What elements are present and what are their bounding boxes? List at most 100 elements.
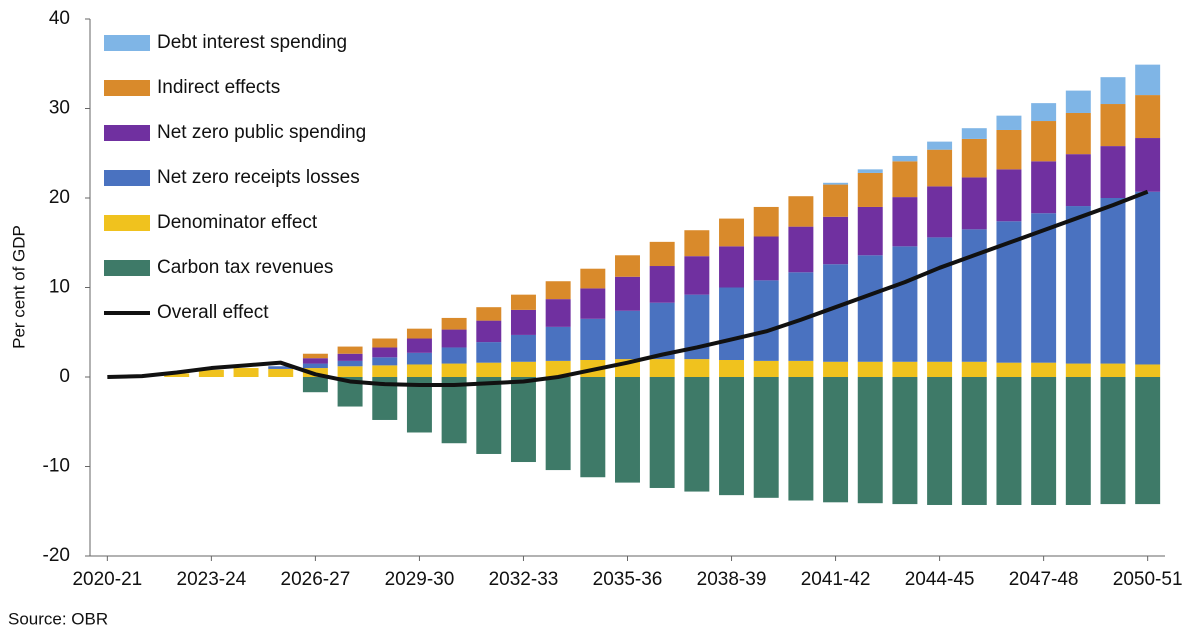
- bar-segment: [337, 366, 363, 377]
- bar-segment: [823, 361, 849, 377]
- bar-segment: [927, 361, 953, 377]
- bar-segment: [545, 299, 571, 327]
- y-tick-label: 30: [49, 98, 70, 119]
- bar-segment: [164, 373, 190, 377]
- legend-label: Carbon tax revenues: [157, 257, 333, 278]
- bar-segment: [892, 197, 918, 247]
- bar-segment: [580, 268, 606, 289]
- bar-segment: [337, 360, 363, 367]
- bar-segment: [1031, 121, 1057, 162]
- bar-segment: [857, 169, 883, 173]
- x-tick-label: 2041-42: [801, 569, 871, 590]
- bar-segment: [198, 369, 224, 377]
- y-axis-label: Per cent of GDP: [9, 225, 28, 349]
- bar-segment: [1135, 95, 1161, 139]
- bar-segment: [961, 361, 987, 377]
- bar-segment: [406, 338, 432, 353]
- bar-segment: [545, 326, 571, 361]
- bar-segment: [615, 255, 640, 277]
- bar-segment: [1065, 377, 1091, 505]
- bar-segment: [545, 377, 571, 471]
- bar-segment: [233, 368, 259, 377]
- bar-segment: [961, 128, 987, 139]
- bar-segment: [372, 347, 398, 358]
- bar-segment: [649, 266, 675, 303]
- legend-swatch: [104, 170, 150, 186]
- x-tick-label: 2026-27: [281, 569, 351, 590]
- bar-segment: [649, 359, 675, 377]
- legend-swatch: [104, 35, 150, 51]
- bar-segment: [961, 177, 987, 230]
- bar-segment: [545, 360, 571, 377]
- bar-segment: [684, 359, 710, 377]
- legend-swatch: [104, 260, 150, 276]
- bar-segment: [510, 309, 536, 335]
- bar-segment: [788, 377, 814, 501]
- bar-segment: [892, 155, 918, 162]
- bar-segment: [476, 307, 502, 321]
- bar-segment: [649, 302, 675, 360]
- bar-segment: [615, 310, 640, 360]
- bar-segment: [441, 347, 467, 364]
- bar-segment: [1065, 206, 1091, 364]
- x-tick-label: 2023-24: [177, 569, 247, 590]
- bar-segment: [996, 362, 1022, 377]
- y-tick-label: 0: [59, 366, 70, 387]
- bar-segment: [927, 186, 953, 238]
- legend-label: Net zero receipts losses: [157, 167, 360, 188]
- bar-segment: [823, 182, 849, 185]
- legend-swatch: [104, 125, 150, 141]
- bar-segment: [1135, 191, 1161, 365]
- bar-segment: [302, 358, 328, 364]
- bar-segment: [961, 377, 987, 505]
- bar-segment: [753, 206, 779, 237]
- bar-segment: [441, 377, 467, 444]
- bar-segment: [649, 241, 675, 267]
- x-tick-label: 2050-51: [1113, 569, 1183, 590]
- bar-segment: [1135, 377, 1161, 505]
- bar-segment: [927, 237, 953, 362]
- bar-segment: [684, 377, 710, 492]
- bar-segment: [719, 377, 745, 496]
- legend-swatch: [104, 80, 150, 96]
- bar-segment: [1100, 77, 1126, 105]
- bar-segment: [857, 172, 883, 207]
- bar-segment: [1031, 103, 1057, 122]
- bar-segment: [961, 138, 987, 178]
- bar-segment: [753, 236, 779, 281]
- bar-segment: [1031, 161, 1057, 214]
- x-tick-label: 2029-30: [385, 569, 455, 590]
- y-tick-label: -20: [43, 545, 70, 566]
- bar-segment: [1135, 138, 1161, 192]
- bar-segment: [1100, 363, 1126, 377]
- y-tick-label: 40: [49, 8, 70, 29]
- bar-segment: [580, 318, 606, 360]
- bar-segment: [719, 218, 745, 247]
- bar-segment: [753, 280, 779, 361]
- bar-segment: [892, 161, 918, 198]
- bar-segment: [476, 320, 502, 343]
- bar-segment: [406, 364, 432, 377]
- bar-segment: [788, 360, 814, 377]
- bar-segment: [892, 361, 918, 377]
- bar-segment: [857, 206, 883, 256]
- bar-segment: [476, 362, 502, 377]
- bar-segment: [996, 169, 1022, 222]
- bar-segment: [476, 377, 502, 454]
- bar-segment: [510, 294, 536, 310]
- bar-segment: [1031, 213, 1057, 363]
- y-tick-label: -10: [43, 456, 70, 477]
- bar-segment: [892, 246, 918, 362]
- bar-segment: [927, 141, 953, 150]
- legend-label: Indirect effects: [157, 77, 280, 98]
- bar-segment: [580, 377, 606, 478]
- overall-line: [107, 189, 1149, 388]
- bar-segment: [372, 357, 398, 366]
- bar-segment: [719, 359, 745, 377]
- bar-segment: [684, 256, 710, 295]
- bar-segment: [302, 363, 328, 369]
- legend-label: Overall effect: [157, 302, 269, 323]
- bar-segment: [268, 366, 294, 369]
- bar-segment: [996, 115, 1022, 130]
- bar-segment: [1100, 377, 1126, 505]
